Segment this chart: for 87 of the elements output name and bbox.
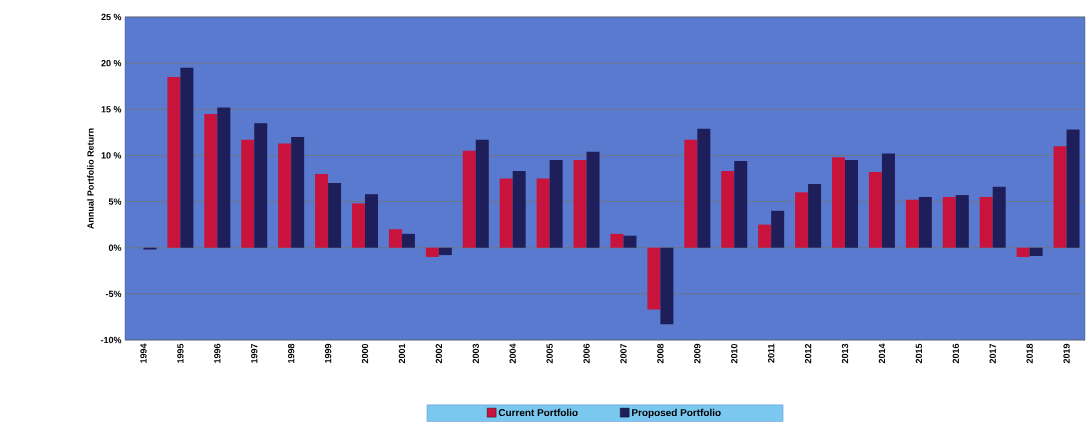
x-tick-label: 2004	[509, 343, 516, 364]
bar	[328, 183, 342, 248]
bar	[795, 192, 809, 248]
x-tick-label: 1996	[214, 343, 221, 363]
bar	[955, 195, 969, 248]
bar	[1029, 247, 1043, 257]
y-tick-label: 5%	[108, 198, 122, 205]
x-tick-label: 2006	[583, 343, 590, 364]
y-tick-label: 25 %	[101, 13, 122, 21]
bar	[1016, 247, 1030, 257]
x-tick-label: 2015	[915, 343, 923, 364]
x-tick-label: 2012	[804, 343, 812, 364]
bar	[918, 196, 932, 248]
bar	[462, 150, 476, 248]
x-tick-label: 2019	[1063, 343, 1070, 364]
y-axis-title: Annual Portfolio Return	[87, 128, 94, 229]
bar	[832, 157, 846, 248]
x-tick-label: 2014	[878, 343, 886, 364]
bar	[438, 247, 452, 256]
bar	[845, 160, 859, 248]
bar	[868, 172, 882, 248]
legend-label: Current Portfolio	[498, 408, 578, 417]
bar	[180, 67, 194, 248]
x-tick-label: 2016	[952, 343, 959, 364]
x-tick-label: 1997	[251, 343, 258, 363]
y-tick-label: 20 %	[101, 59, 122, 67]
bar	[167, 76, 181, 248]
bar	[586, 151, 600, 248]
x-tick-label: 2011	[767, 343, 775, 363]
bar	[536, 178, 550, 248]
bar	[734, 160, 748, 248]
x-tick-label: 1994	[140, 343, 147, 363]
bar	[684, 139, 698, 248]
bar	[721, 171, 735, 248]
x-tick-label: 2017	[989, 343, 996, 364]
bar	[254, 123, 268, 248]
bar	[512, 171, 526, 248]
bar	[905, 199, 919, 248]
x-tick-label: 2013	[841, 343, 849, 364]
bar	[549, 160, 563, 248]
x-tick-label: 2018	[1026, 343, 1033, 364]
y-tick-label: 15 %	[101, 106, 122, 113]
legend-label: Proposed Portfolio	[632, 408, 721, 419]
bar	[992, 186, 1006, 248]
x-tick-label: 2000	[361, 343, 369, 364]
bar	[204, 113, 218, 248]
bar	[610, 233, 624, 248]
x-tick-label: 2009	[694, 343, 701, 364]
x-tick-label: 2002	[435, 343, 443, 364]
bar	[291, 136, 305, 248]
bar	[425, 247, 439, 257]
bar	[942, 196, 956, 248]
bar	[499, 178, 513, 248]
bar	[771, 210, 785, 248]
bar	[475, 139, 489, 248]
bar	[1066, 129, 1080, 248]
x-tick-label: 2001	[398, 343, 406, 364]
bar	[401, 233, 415, 248]
bar	[217, 107, 231, 248]
y-tick-label: -5%	[105, 290, 122, 298]
bar	[660, 247, 674, 325]
bar	[315, 173, 329, 248]
x-tick-label: 2008	[657, 343, 664, 364]
bar	[278, 143, 292, 248]
x-tick-label: 2005	[546, 343, 553, 364]
y-tick-label: 10 %	[101, 152, 122, 159]
bar	[979, 196, 993, 248]
bar	[623, 235, 637, 248]
y-tick-label: 0%	[108, 244, 122, 251]
bar	[697, 128, 711, 248]
y-tick-label: -10%	[100, 336, 122, 344]
x-tick-label: 1998	[287, 343, 295, 363]
bar	[808, 184, 822, 248]
bar	[241, 139, 255, 248]
x-tick-label: 1995	[177, 343, 184, 363]
bar	[573, 160, 587, 248]
bar	[1053, 146, 1067, 248]
bar	[352, 203, 365, 248]
x-tick-label: 2010	[731, 343, 738, 364]
bar	[647, 247, 661, 310]
x-tick-label: 2003	[472, 343, 479, 364]
bar	[365, 194, 378, 248]
bar	[388, 229, 402, 248]
bar	[758, 224, 772, 248]
bar	[881, 153, 895, 248]
x-tick-label: 1999	[324, 343, 332, 363]
x-tick-label: 2007	[620, 343, 627, 364]
